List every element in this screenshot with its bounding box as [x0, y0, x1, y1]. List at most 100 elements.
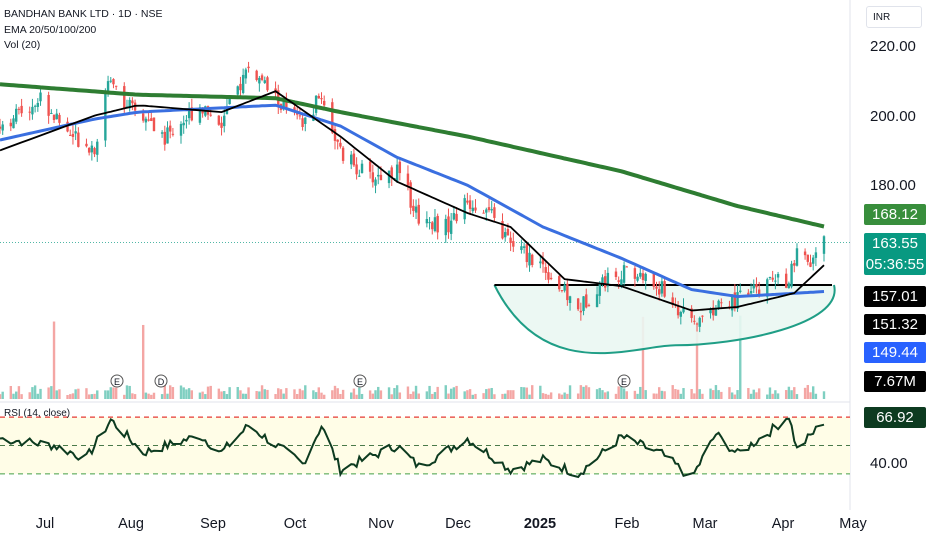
candle-body	[355, 164, 358, 175]
candle-body	[701, 315, 704, 317]
candle-body	[47, 95, 50, 116]
volume-bar	[755, 392, 758, 399]
candle-body	[336, 139, 339, 142]
candle-body	[352, 153, 356, 166]
volume-bar	[358, 387, 361, 399]
event-marker: E	[110, 374, 124, 388]
volume-bar	[436, 386, 439, 399]
volume-bar	[587, 387, 591, 399]
volume-bar	[314, 392, 318, 399]
volume-bar	[47, 387, 50, 399]
volume-indicator-legend[interactable]: Vol (20)	[4, 39, 41, 51]
event-marker-label: E	[357, 377, 363, 387]
volume-bar	[331, 390, 334, 399]
volume-bar	[279, 389, 283, 399]
candle-body	[485, 209, 488, 213]
volume-bar	[182, 387, 185, 399]
volume-bar	[282, 393, 285, 399]
ema50-line	[0, 103, 825, 299]
candle-body	[285, 99, 288, 108]
volume-bar	[352, 388, 356, 399]
volume-bar	[190, 390, 194, 399]
candle-body	[757, 289, 761, 295]
volume-bar	[350, 392, 353, 399]
symbol-title[interactable]: BANDHAN BANK LTD · 1D · NSE	[4, 8, 163, 20]
ema-indicator-legend[interactable]: EMA 20/50/100/200	[4, 24, 97, 36]
volume-bar	[220, 391, 223, 399]
volume-bar	[636, 393, 639, 399]
volume-bar	[531, 385, 534, 399]
volume-bar	[69, 394, 72, 399]
volume-bar	[28, 392, 31, 399]
currency-selector[interactable]: INR	[866, 6, 922, 28]
candle-body	[739, 290, 742, 293]
candle-body	[690, 308, 693, 318]
candle-body	[709, 308, 712, 314]
volume-bar	[485, 389, 488, 399]
volume-bar	[55, 390, 58, 399]
candle-body	[198, 107, 202, 123]
volume-bar	[109, 387, 112, 399]
resistance-price-tag: 151.32	[864, 314, 926, 335]
volume-bar	[428, 385, 431, 399]
candle-body	[768, 277, 772, 279]
candle-body	[85, 143, 88, 147]
candle-body	[390, 167, 393, 179]
volume-bar	[579, 385, 583, 399]
volume-bar	[695, 317, 699, 399]
last-price-tag: 163.55	[864, 233, 926, 254]
volume-bar	[558, 393, 561, 399]
candle-body	[322, 100, 326, 106]
candle-body	[179, 123, 183, 136]
candle-body	[152, 117, 156, 132]
candle-body	[603, 276, 607, 288]
volume-bar	[204, 394, 207, 399]
candle-body	[452, 213, 456, 220]
volume-bar	[471, 394, 474, 399]
volume-bar	[563, 392, 566, 399]
candle-body	[87, 148, 91, 153]
time-axis-label-2025: 2025	[523, 516, 557, 532]
volume-bar	[749, 393, 753, 399]
candle-body	[298, 115, 302, 117]
volume-bar	[301, 390, 304, 399]
volume-bar	[112, 387, 115, 399]
candle-body	[304, 117, 307, 124]
volume-bar	[104, 390, 107, 399]
price-axis-label-180: 180.00	[870, 177, 916, 194]
volume-bar	[663, 391, 666, 399]
volume-bar	[201, 391, 204, 399]
candle-body	[190, 107, 194, 121]
candle-body	[163, 131, 166, 145]
candle-body	[671, 297, 674, 305]
candle-body	[66, 121, 69, 132]
candle-body	[258, 77, 261, 84]
volume-bar	[768, 387, 772, 399]
volume-bar	[671, 385, 674, 399]
volume-bar	[298, 388, 302, 399]
volume-bar	[90, 394, 94, 399]
candle-body	[774, 280, 777, 282]
rsi-indicator-legend[interactable]: RSI (14, close)	[4, 408, 71, 419]
candle-body	[282, 100, 285, 110]
bar-countdown-tag: 05:36:55	[864, 254, 926, 275]
volume-bar	[409, 393, 412, 399]
volume-bar	[144, 392, 148, 399]
event-marker-circle	[617, 374, 631, 388]
volume-bar	[39, 388, 42, 399]
volume-bar	[809, 392, 812, 399]
volume-bar	[387, 387, 391, 399]
candle-body	[169, 125, 172, 132]
volume-bar	[1, 391, 4, 399]
candle-body	[128, 99, 131, 109]
candle-body	[263, 80, 266, 83]
volume-bar	[739, 315, 742, 399]
candle-body	[28, 111, 31, 113]
volume-bar	[682, 388, 685, 399]
candle-body	[512, 241, 515, 247]
candle-body	[96, 141, 99, 155]
volume-bar	[341, 389, 345, 399]
volume-bar	[803, 387, 807, 399]
volume-bar	[811, 386, 815, 399]
